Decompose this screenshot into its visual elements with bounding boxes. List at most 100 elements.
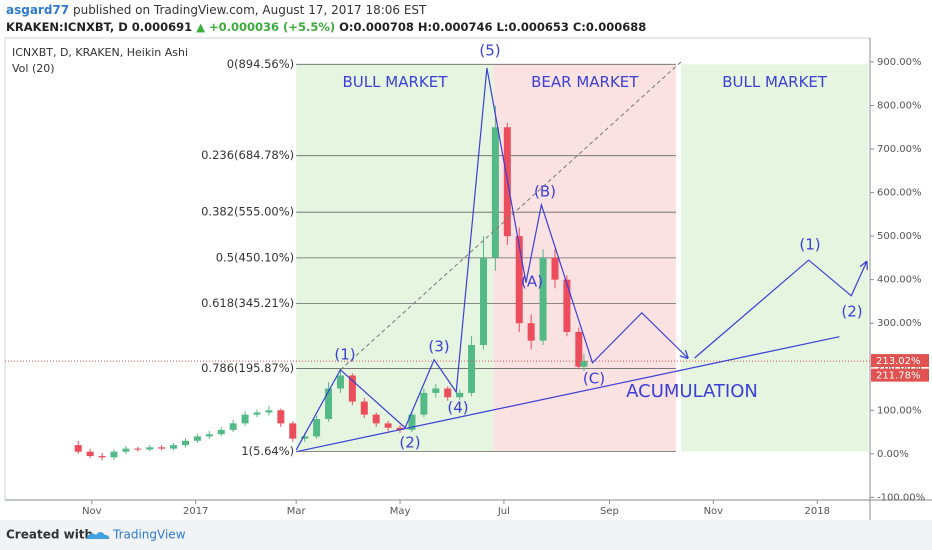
last-price-label: 211.78% bbox=[876, 371, 921, 382]
candle-body bbox=[229, 423, 237, 430]
wave-label: (B) bbox=[534, 183, 556, 201]
fib-label: 0.236(684.78%) bbox=[201, 148, 294, 162]
candle-body bbox=[277, 410, 285, 424]
candle-body bbox=[146, 447, 154, 450]
change: ▲ +0.000036 (+5.5%) bbox=[196, 20, 335, 34]
candle-body bbox=[527, 323, 535, 341]
last-price-box bbox=[871, 368, 929, 382]
trend-line bbox=[296, 336, 840, 453]
market-zone bbox=[680, 64, 869, 452]
candle-body bbox=[563, 279, 571, 332]
candle-body bbox=[348, 375, 356, 402]
annotation: ACUMULATION bbox=[626, 381, 758, 402]
candle-body bbox=[205, 434, 213, 437]
wave-label: (3) bbox=[428, 338, 449, 356]
y-tick-label: 600.00% bbox=[877, 188, 922, 199]
candle-body bbox=[372, 414, 380, 424]
legend-entry: ICNXBT, D, KRAKEN, Heikin Ashi bbox=[12, 46, 188, 59]
candle-body bbox=[432, 388, 440, 393]
wave-label: (C) bbox=[583, 370, 605, 388]
wave-label: (1) bbox=[799, 236, 820, 254]
candle-body bbox=[98, 456, 106, 458]
wave-label: (5) bbox=[479, 42, 500, 60]
candle-body bbox=[134, 448, 142, 450]
candle-body bbox=[193, 436, 201, 441]
zone-label: BULL MARKET bbox=[343, 73, 449, 91]
fib-label: 0(894.56%) bbox=[227, 57, 294, 71]
fib-label: 0.5(450.10%) bbox=[216, 250, 294, 264]
candle-body bbox=[468, 344, 476, 393]
y-tick-label: 800.00% bbox=[877, 100, 922, 111]
candle-body bbox=[86, 451, 94, 457]
candle-body bbox=[360, 401, 368, 415]
candle-body bbox=[384, 423, 392, 428]
y-tick-label: 500.00% bbox=[877, 231, 922, 242]
ohlc-low: L:0.000653 bbox=[497, 20, 569, 34]
wave-path bbox=[295, 67, 688, 451]
candle-body bbox=[575, 331, 583, 367]
fib-label: 1(5.64%) bbox=[241, 444, 294, 458]
candle-body bbox=[265, 410, 273, 413]
brand-logo bbox=[86, 532, 110, 539]
x-tick-label: Nov bbox=[82, 506, 102, 517]
x-tick-label: Nov bbox=[704, 506, 724, 517]
header-line-2: KRAKEN:ICNXBT, D 0.000691 ▲ +0.000036 (+… bbox=[6, 20, 646, 34]
y-tick-label: 300.00% bbox=[877, 318, 922, 329]
candle-body bbox=[456, 392, 464, 398]
y-tick-label: 0.00% bbox=[877, 449, 909, 460]
footer-brand[interactable]: TradingView bbox=[112, 528, 186, 542]
candle-body bbox=[420, 392, 428, 415]
plot: BULL MARKET BEAR MARKET BULL MARKET 0(894.5… bbox=[4, 37, 932, 520]
y-tick-label: -100.00% bbox=[877, 492, 925, 503]
y-tick-label: 700.00% bbox=[877, 144, 922, 155]
fib-label: 0.786(195.87%) bbox=[201, 361, 294, 375]
last-price-box bbox=[871, 354, 929, 368]
candle-body bbox=[181, 440, 189, 446]
fib-label: 0.382(555.00%) bbox=[201, 205, 294, 219]
x-tick-label: May bbox=[390, 506, 411, 517]
y-tick-label: 200.00% bbox=[877, 362, 922, 373]
footer-bar bbox=[0, 520, 932, 550]
x-tick-label: Mar bbox=[287, 506, 307, 517]
wave-label: (2) bbox=[841, 303, 862, 321]
candle-body bbox=[539, 257, 547, 341]
wave-label: (4) bbox=[447, 399, 468, 417]
header-line-1: asgard77 published on TradingView.com, A… bbox=[6, 3, 427, 17]
candle-body bbox=[289, 423, 297, 439]
x-tick-label: Jul bbox=[497, 506, 510, 517]
wave-label: (A) bbox=[521, 273, 543, 291]
candle-body bbox=[325, 388, 333, 420]
x-tick-label: 2017 bbox=[183, 506, 208, 517]
candle-body bbox=[170, 445, 178, 449]
wave-label: (2) bbox=[399, 434, 420, 452]
wave-label: (1) bbox=[334, 346, 355, 364]
y-tick-label: 900.00% bbox=[877, 57, 922, 68]
y-tick-label: 100.00% bbox=[877, 405, 922, 416]
candle-body bbox=[110, 451, 118, 458]
candle-body bbox=[313, 419, 321, 437]
zone-label: BEAR MARKET bbox=[531, 73, 639, 91]
candle-body bbox=[551, 257, 559, 280]
ohlc-high: H:0.000746 bbox=[418, 20, 493, 34]
candle-body bbox=[241, 414, 249, 424]
footer-created: Created with bbox=[6, 528, 93, 542]
candle-body bbox=[158, 447, 166, 449]
candle-body bbox=[479, 257, 487, 345]
fib-label: 0.618(345.21%) bbox=[201, 296, 294, 310]
candle-body bbox=[301, 436, 309, 439]
wave-path bbox=[694, 259, 867, 359]
candle-body bbox=[217, 429, 225, 435]
x-tick-label: 2018 bbox=[804, 506, 829, 517]
author[interactable]: asgard77 bbox=[6, 3, 69, 17]
legend-entry: Vol (20) bbox=[12, 62, 55, 75]
y-tick-label: 400.00% bbox=[877, 275, 922, 286]
symbol: KRAKEN:ICNXBT, D bbox=[6, 20, 128, 34]
candle-body bbox=[580, 361, 588, 367]
candle-body bbox=[396, 427, 404, 430]
price: 0.000691 bbox=[132, 20, 192, 34]
candle-body bbox=[408, 414, 416, 430]
candle-body bbox=[444, 388, 452, 398]
last-price-label: 213.02% bbox=[876, 356, 921, 367]
